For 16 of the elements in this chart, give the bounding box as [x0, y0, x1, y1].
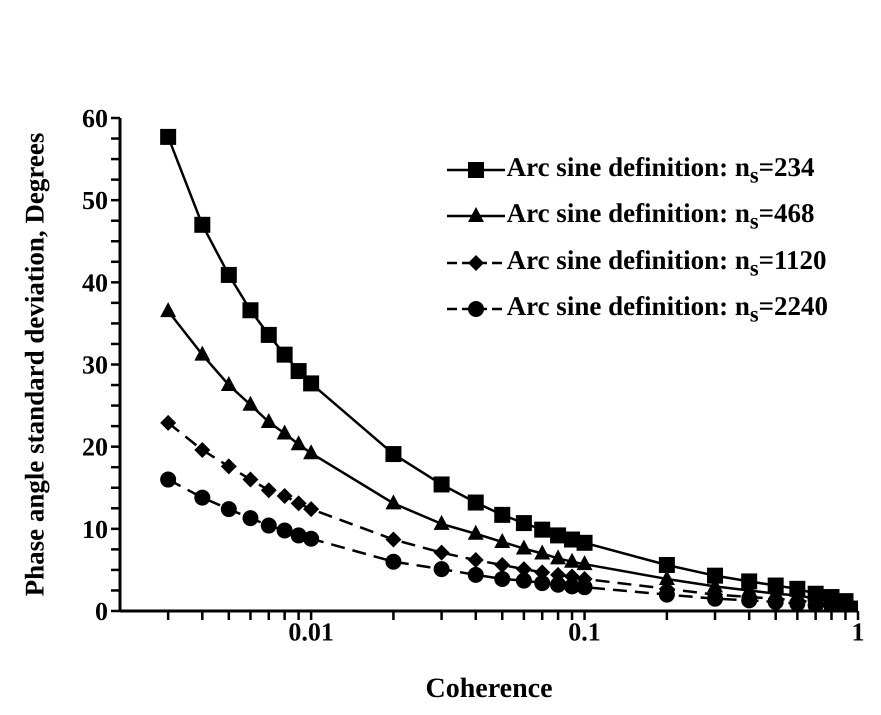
legend-label: Arc sine definition: n$_{s}$=234	[506, 152, 814, 188]
x-axis-title: Coherence	[426, 673, 552, 704]
x-tick-label: 0.01	[288, 617, 334, 646]
legend-label: Arc sine definition: n$_{s}$=2240	[506, 291, 828, 327]
y-tick-label: 60	[82, 104, 108, 133]
y-tick-label: 30	[82, 350, 108, 380]
legend-label: Arc sine definition: n$_{s}$=1120	[506, 244, 827, 280]
y-tick-label: 20	[82, 432, 108, 462]
y-axis-title: Phase angle standard deviation, Degrees	[20, 132, 50, 596]
x-tick-label: 0.1	[568, 617, 601, 646]
y-tick-label: 0	[95, 597, 108, 626]
y-tick-label: 10	[82, 514, 108, 544]
legend-label: Arc sine definition: n$_{s}$=468	[506, 198, 814, 234]
y-tick-label: 50	[82, 186, 108, 216]
y-tick-label: 40	[82, 268, 108, 298]
x-tick-label: 1	[852, 617, 864, 646]
